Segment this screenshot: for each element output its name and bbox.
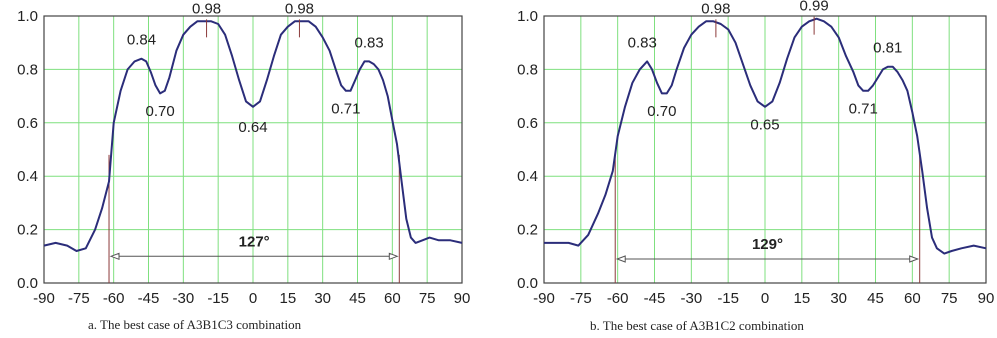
- span-label: 127°: [239, 233, 270, 250]
- chart-caption: b. The best case of A3B1C2 combination: [590, 318, 804, 333]
- x-tick-label: -30: [172, 290, 194, 307]
- data-label: 0.83: [355, 34, 384, 51]
- x-tick-label: -45: [644, 290, 666, 307]
- span-arrow-head-right: [388, 252, 399, 261]
- x-tick-label: -15: [717, 290, 739, 307]
- y-tick-label: 0.0: [17, 275, 38, 292]
- data-label: 0.64: [238, 119, 267, 136]
- x-tick-label: -90: [533, 290, 555, 307]
- y-tick-label: 0.6: [17, 115, 38, 132]
- data-label: 0.71: [849, 100, 878, 117]
- series-line: [544, 17, 987, 255]
- x-tick-label: -30: [680, 290, 702, 307]
- x-tick-label: 75: [419, 290, 436, 307]
- y-tick-label: 0.4: [17, 168, 38, 185]
- data-label: 0.70: [146, 103, 175, 120]
- x-tick-label: 90: [978, 290, 995, 307]
- x-tick-label: 45: [349, 290, 366, 307]
- span-arrow-head-right: [909, 255, 920, 263]
- y-tick-label: 0.0: [517, 275, 538, 292]
- x-tick-label: 30: [314, 290, 331, 307]
- data-label: 0.98: [701, 0, 730, 17]
- x-tick-label: 60: [904, 290, 921, 307]
- x-tick-label: -75: [68, 290, 90, 307]
- chart-caption: a. The best case of A3B1C3 combination: [88, 317, 302, 332]
- data-label: 0.70: [647, 103, 676, 120]
- data-label: 0.83: [628, 34, 657, 51]
- x-tick-label: 0: [249, 290, 257, 307]
- y-tick-label: 0.8: [517, 61, 538, 78]
- x-tick-label: 15: [279, 290, 296, 307]
- x-tick-label: -15: [207, 290, 229, 307]
- x-tick-label: 15: [793, 290, 810, 307]
- x-tick-label: 30: [830, 290, 847, 307]
- plot-frame: [43, 15, 463, 284]
- x-tick-label: -90: [33, 290, 55, 307]
- x-tick-label: 0: [761, 290, 769, 307]
- plot-frame: [543, 15, 987, 284]
- data-label: 0.99: [800, 0, 829, 15]
- span-arrow-head-left: [615, 255, 626, 263]
- chart-panel-0: -90 -75 -60 -45 -30 -15 0 15 30 45 60 75 90 0.0 0.2 0.4…: [17, 0, 470, 332]
- y-tick-label: 0.6: [517, 115, 538, 132]
- x-tick-label: 75: [941, 290, 958, 307]
- data-label: 0.71: [331, 100, 360, 117]
- x-tick-label: -45: [138, 290, 160, 307]
- series-line: [43, 20, 463, 252]
- y-tick-label: 0.2: [17, 222, 38, 239]
- y-tick-label: 1.0: [17, 8, 38, 25]
- x-tick-label: -75: [570, 290, 592, 307]
- x-tick-label: -60: [607, 290, 629, 307]
- y-tick-label: 0.2: [517, 222, 538, 239]
- data-label: 0.98: [285, 0, 314, 17]
- x-tick-label: 45: [867, 290, 884, 307]
- y-tick-label: 1.0: [517, 8, 538, 25]
- data-label: 0.98: [192, 0, 221, 17]
- y-tick-label: 0.8: [17, 61, 38, 78]
- x-tick-label: -60: [103, 290, 125, 307]
- x-tick-label: 90: [454, 290, 471, 307]
- data-label: 0.81: [873, 40, 902, 57]
- chart-panel-1: -90 -75 -60 -45 -30 -15 0 15 30 45 60 75 90 0.0 0.2 0.4…: [517, 0, 994, 333]
- x-tick-label: 60: [384, 290, 401, 307]
- data-label: 0.84: [127, 32, 156, 49]
- span-arrow-head-left: [109, 252, 120, 261]
- span-label: 129°: [752, 236, 783, 253]
- y-tick-label: 0.4: [517, 168, 538, 185]
- data-label: 0.65: [750, 116, 779, 133]
